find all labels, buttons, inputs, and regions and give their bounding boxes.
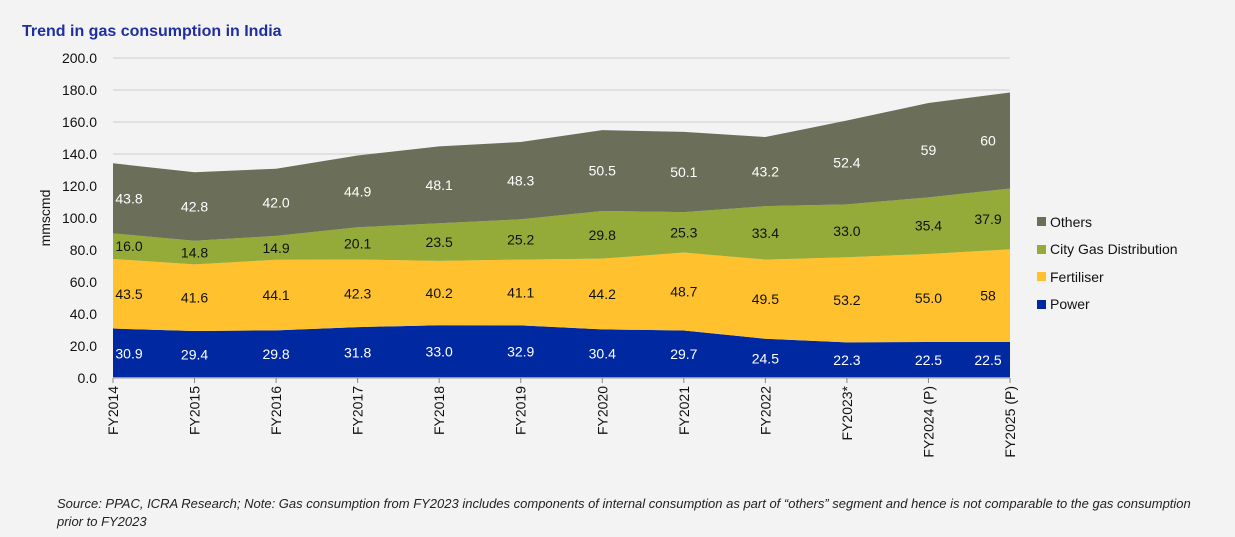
area-city-gas-distribution	[113, 188, 1010, 265]
legend-label: Others	[1050, 213, 1093, 230]
legend-swatch	[1037, 217, 1046, 227]
y-tick-label: 200.0	[62, 50, 97, 66]
data-label: 58	[980, 288, 996, 304]
data-label: 37.9	[974, 211, 1001, 227]
legend-label: Power	[1050, 296, 1090, 313]
data-label: 50.5	[589, 163, 616, 179]
legend-item: Power	[1037, 291, 1178, 319]
data-label: 22.5	[915, 352, 942, 368]
data-label: 25.3	[670, 224, 697, 240]
legend-item: City Gas Distribution	[1037, 236, 1178, 264]
data-label: 20.1	[344, 235, 371, 251]
data-label: 48.3	[507, 173, 534, 189]
x-tick-label: FY2014	[105, 386, 121, 435]
y-tick-label: 40.0	[70, 306, 97, 322]
data-label: 53.2	[833, 292, 860, 308]
y-tick-label: 140.0	[62, 146, 97, 162]
data-label: 24.5	[752, 350, 779, 366]
data-label: 25.2	[507, 231, 534, 247]
data-label: 44.2	[589, 286, 616, 302]
data-label: 31.8	[344, 345, 371, 361]
y-tick-label: 60.0	[70, 274, 97, 290]
data-label: 44.9	[344, 183, 371, 199]
data-label: 22.5	[974, 352, 1001, 368]
data-label: 22.3	[833, 352, 860, 368]
data-label: 14.9	[262, 240, 289, 256]
data-label: 30.4	[589, 346, 616, 362]
source-note: Source: PPAC, ICRA Research; Note: Gas c…	[57, 496, 1191, 529]
data-label: 48.1	[426, 177, 453, 193]
data-label: 33.4	[752, 225, 779, 241]
data-label: 41.6	[181, 290, 208, 306]
data-label: 42.8	[181, 198, 208, 214]
data-label: 44.1	[262, 287, 289, 303]
x-tick-label: FY2019	[513, 386, 529, 435]
area-fertiliser	[113, 249, 1010, 343]
data-label: 14.8	[181, 245, 208, 261]
data-label: 50.1	[670, 164, 697, 180]
data-label: 60	[980, 133, 996, 149]
area-power	[113, 325, 1010, 378]
data-label: 16.0	[115, 238, 142, 254]
data-label: 59	[921, 142, 937, 158]
y-tick-label: 160.0	[62, 114, 97, 130]
legend-item: Fertiliser	[1037, 263, 1178, 291]
data-label: 30.9	[115, 345, 142, 361]
x-tick-label: FY2016	[268, 386, 284, 435]
data-label: 48.7	[670, 284, 697, 300]
y-tick-label: 180.0	[62, 82, 97, 98]
y-tick-label: 80.0	[70, 242, 97, 258]
y-tick-label: 120.0	[62, 178, 97, 194]
legend: Others City Gas Distribution Fertiliser Pow…	[1037, 208, 1178, 318]
data-label: 29.8	[262, 346, 289, 362]
x-tick-label: FY2022	[757, 386, 773, 435]
data-label: 55.0	[915, 290, 942, 306]
data-label: 41.1	[507, 284, 534, 300]
y-tick-label: 0.0	[78, 370, 98, 386]
x-tick-label: FY2017	[350, 386, 366, 435]
data-label: 33.0	[426, 344, 453, 360]
data-label: 43.2	[752, 164, 779, 180]
data-label: 42.3	[344, 285, 371, 301]
chart-title: Trend in gas consumption in India	[22, 23, 282, 40]
legend-swatch	[1037, 244, 1046, 254]
x-tick-label: FY2024 (P)	[920, 386, 936, 458]
data-label: 33.0	[833, 223, 860, 239]
data-label: 23.5	[426, 234, 453, 250]
legend-label: Fertiliser	[1050, 268, 1104, 285]
data-label: 49.5	[752, 291, 779, 307]
x-tick-label: FY2018	[431, 386, 447, 435]
data-label: 32.9	[507, 344, 534, 360]
data-label: 29.8	[589, 227, 616, 243]
data-label: 29.4	[181, 346, 208, 362]
data-label: 43.8	[115, 190, 142, 206]
legend-label: City Gas Distribution	[1050, 241, 1178, 258]
stacked-area-chart: 0.0 20.0 40.0 60.0 80.0 100.0 120.0 140.0 160.0 1…	[37, 50, 1018, 458]
x-tick-label: FY2021	[676, 386, 692, 435]
x-tick-label: FY2020	[594, 386, 610, 435]
legend-item: Others	[1037, 208, 1178, 236]
data-label: 35.4	[915, 218, 942, 234]
y-axis-label: mmscmd	[37, 190, 53, 247]
data-label: 40.2	[426, 285, 453, 301]
x-tick-label: FY2025 (P)	[1002, 386, 1018, 458]
data-label: 29.7	[670, 346, 697, 362]
data-label: 52.4	[833, 154, 860, 170]
legend-swatch	[1037, 299, 1046, 309]
x-tick-label: FY2015	[187, 386, 203, 435]
y-tick-label: 100.0	[62, 210, 97, 226]
x-tick-label: FY2023*	[839, 385, 855, 440]
y-tick-label: 20.0	[70, 338, 97, 354]
data-label: 42.0	[262, 194, 289, 210]
area-others	[113, 92, 1010, 241]
data-label: 43.5	[115, 286, 142, 302]
legend-swatch	[1037, 272, 1046, 282]
